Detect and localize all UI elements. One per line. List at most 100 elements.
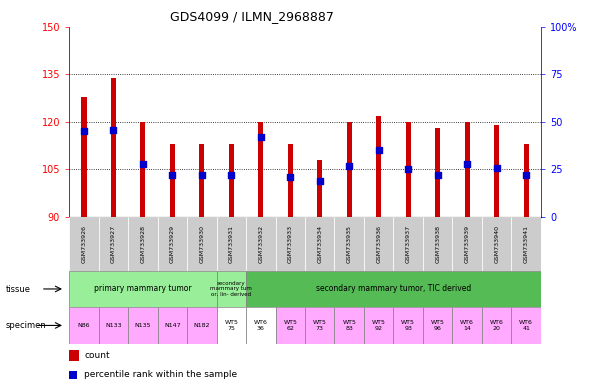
Bar bbox=[246, 307, 275, 344]
Text: WT6
41: WT6 41 bbox=[519, 320, 533, 331]
Text: GSM733929: GSM733929 bbox=[170, 225, 175, 263]
Bar bbox=[435, 128, 441, 217]
Bar bbox=[199, 144, 204, 217]
Bar bbox=[69, 217, 99, 271]
Bar bbox=[423, 307, 453, 344]
Point bbox=[285, 174, 295, 180]
Point bbox=[256, 134, 266, 140]
Bar bbox=[128, 217, 157, 271]
Text: GSM733938: GSM733938 bbox=[435, 225, 440, 263]
Bar bbox=[187, 217, 216, 271]
Text: GSM733927: GSM733927 bbox=[111, 225, 116, 263]
Text: N182: N182 bbox=[194, 323, 210, 328]
Text: WT6
14: WT6 14 bbox=[460, 320, 474, 331]
Bar bbox=[216, 307, 246, 344]
Text: WT5
73: WT5 73 bbox=[313, 320, 327, 331]
Text: GSM733936: GSM733936 bbox=[376, 225, 381, 263]
Bar bbox=[69, 371, 77, 379]
Text: N86: N86 bbox=[78, 323, 90, 328]
Text: N147: N147 bbox=[164, 323, 181, 328]
Bar bbox=[406, 122, 411, 217]
Text: specimen: specimen bbox=[6, 321, 47, 330]
Bar bbox=[423, 217, 453, 271]
Point bbox=[433, 172, 442, 178]
Bar bbox=[347, 122, 352, 217]
Point bbox=[79, 128, 89, 134]
Bar bbox=[335, 307, 364, 344]
Bar bbox=[335, 217, 364, 271]
Point bbox=[138, 161, 148, 167]
Bar bbox=[246, 271, 541, 307]
Bar bbox=[523, 144, 529, 217]
Bar bbox=[494, 125, 499, 217]
Text: GSM733926: GSM733926 bbox=[81, 225, 87, 263]
Text: GSM733934: GSM733934 bbox=[317, 225, 322, 263]
Bar bbox=[394, 217, 423, 271]
Bar bbox=[453, 217, 482, 271]
Bar bbox=[216, 217, 246, 271]
Bar bbox=[111, 78, 116, 217]
Bar bbox=[394, 307, 423, 344]
Bar bbox=[482, 307, 511, 344]
Point bbox=[403, 166, 413, 172]
Point bbox=[344, 162, 354, 169]
Text: WT5
96: WT5 96 bbox=[431, 320, 445, 331]
Bar bbox=[157, 307, 187, 344]
Bar bbox=[69, 271, 216, 307]
Bar bbox=[275, 217, 305, 271]
Text: WT5
92: WT5 92 bbox=[372, 320, 386, 331]
Point bbox=[521, 172, 531, 178]
Text: primary mammary tumor: primary mammary tumor bbox=[94, 285, 192, 293]
Text: GSM733930: GSM733930 bbox=[200, 225, 204, 263]
Bar bbox=[128, 307, 157, 344]
Point bbox=[227, 172, 236, 178]
Bar bbox=[246, 217, 275, 271]
Text: count: count bbox=[84, 351, 110, 360]
Text: WT5
93: WT5 93 bbox=[401, 320, 415, 331]
Text: N135: N135 bbox=[135, 323, 151, 328]
Point bbox=[168, 172, 177, 178]
Bar bbox=[258, 122, 263, 217]
Bar bbox=[453, 307, 482, 344]
Text: GDS4099 / ILMN_2968887: GDS4099 / ILMN_2968887 bbox=[171, 10, 334, 23]
Bar bbox=[99, 307, 128, 344]
Bar bbox=[482, 217, 511, 271]
Text: GSM733939: GSM733939 bbox=[465, 225, 470, 263]
Text: GSM733941: GSM733941 bbox=[523, 225, 529, 263]
Point bbox=[109, 126, 118, 132]
Text: GSM733932: GSM733932 bbox=[258, 225, 263, 263]
Text: WT5
83: WT5 83 bbox=[343, 320, 356, 331]
Point bbox=[197, 172, 207, 178]
Text: WT5
75: WT5 75 bbox=[224, 320, 238, 331]
Text: secondary mammary tumor, TIC derived: secondary mammary tumor, TIC derived bbox=[316, 285, 471, 293]
Bar bbox=[317, 160, 322, 217]
Bar bbox=[275, 307, 305, 344]
Bar bbox=[305, 217, 335, 271]
Bar bbox=[69, 350, 79, 361]
Text: WT6
36: WT6 36 bbox=[254, 320, 267, 331]
Text: GSM733940: GSM733940 bbox=[494, 225, 499, 263]
Bar bbox=[69, 307, 99, 344]
Point bbox=[492, 164, 501, 170]
Text: GSM733928: GSM733928 bbox=[140, 225, 145, 263]
Text: percentile rank within the sample: percentile rank within the sample bbox=[84, 370, 237, 379]
Bar bbox=[376, 116, 382, 217]
Text: GSM733933: GSM733933 bbox=[288, 225, 293, 263]
Bar bbox=[169, 144, 175, 217]
Text: tissue: tissue bbox=[6, 285, 31, 294]
Bar bbox=[305, 307, 335, 344]
Text: secondary
mammary tum
or, lin- derived: secondary mammary tum or, lin- derived bbox=[210, 281, 252, 297]
Bar bbox=[140, 122, 145, 217]
Point bbox=[462, 161, 472, 167]
Bar bbox=[511, 307, 541, 344]
Bar bbox=[364, 217, 394, 271]
Bar bbox=[288, 144, 293, 217]
Bar bbox=[364, 307, 394, 344]
Point bbox=[315, 178, 325, 184]
Point bbox=[374, 147, 383, 154]
Text: WT5
62: WT5 62 bbox=[283, 320, 297, 331]
Bar bbox=[511, 217, 541, 271]
Bar bbox=[187, 307, 216, 344]
Bar bbox=[465, 122, 470, 217]
Text: N133: N133 bbox=[105, 323, 121, 328]
